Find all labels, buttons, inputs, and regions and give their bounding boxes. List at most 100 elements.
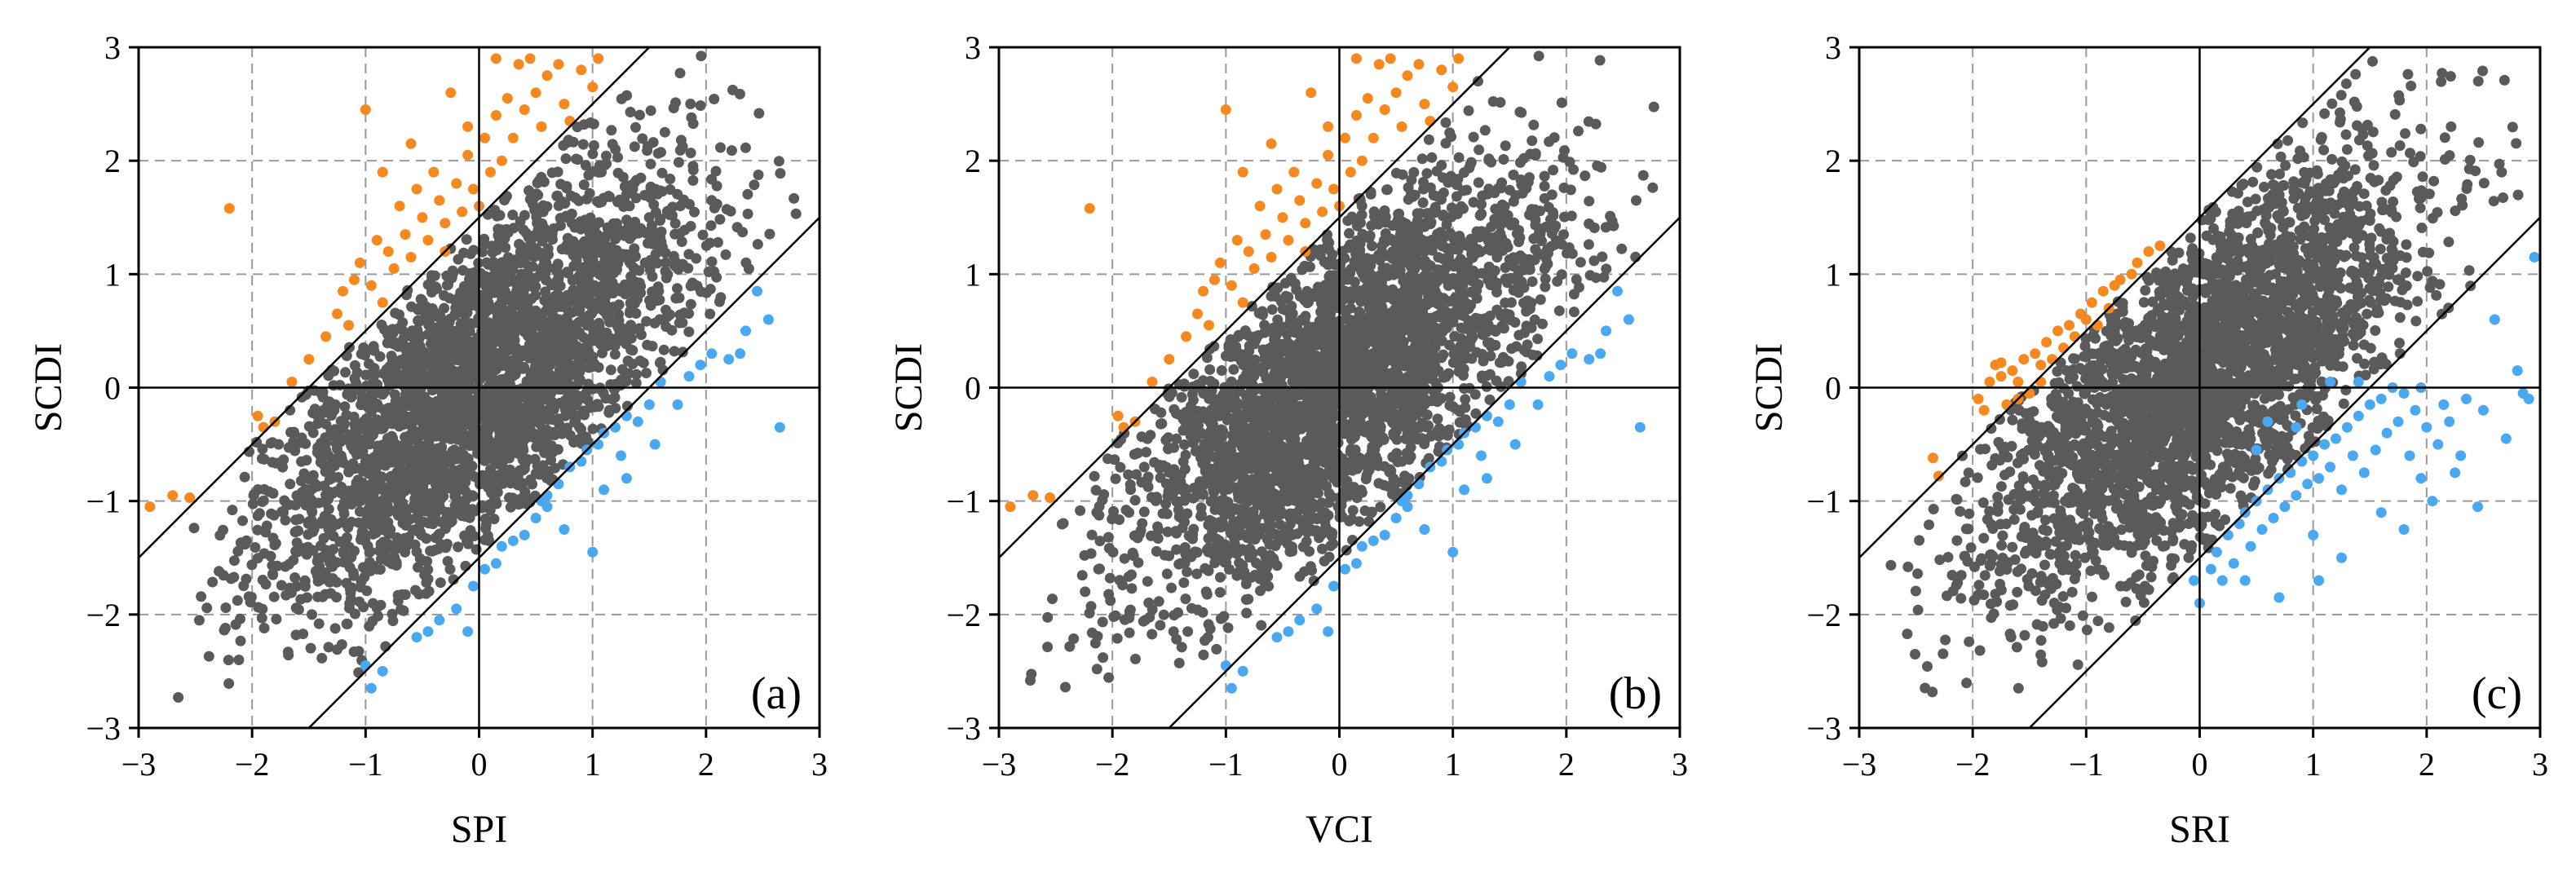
- data-point-gray: [364, 620, 375, 632]
- data-point-gray: [306, 514, 317, 526]
- data-point-gray: [1319, 555, 1330, 567]
- data-point-gray: [441, 396, 453, 408]
- data-point-gray: [715, 292, 727, 303]
- data-point-gray: [674, 68, 686, 79]
- data-point-gray: [303, 529, 314, 540]
- data-point-gray: [691, 253, 702, 264]
- data-point-gray: [1426, 152, 1438, 163]
- data-point-gray: [582, 271, 594, 282]
- data-point-gray: [617, 171, 629, 183]
- data-point-gray: [460, 347, 471, 359]
- data-point-gray: [645, 183, 656, 194]
- data-point-gray: [1125, 479, 1136, 490]
- data-point-gray: [627, 345, 638, 356]
- data-point-gray: [372, 399, 383, 410]
- data-point-gray: [790, 208, 802, 219]
- data-point-gray: [597, 280, 608, 292]
- data-point-gray: [547, 324, 559, 335]
- data-point-gray: [267, 532, 279, 544]
- data-point-orange: [428, 166, 440, 178]
- data-point-gray: [624, 201, 635, 212]
- data-point-gray: [1222, 622, 1234, 633]
- data-point-gray: [338, 502, 349, 514]
- data-point-gray: [734, 88, 745, 99]
- data-point-gray: [677, 346, 688, 358]
- data-point-gray: [568, 346, 578, 357]
- data-point-gray: [444, 563, 456, 575]
- data-point-gray: [696, 51, 707, 62]
- data-point-gray: [1136, 431, 1147, 443]
- data-point-gray: [439, 302, 450, 314]
- data-point-gray: [1129, 653, 1141, 664]
- data-point-gray: [673, 157, 684, 168]
- data-point-gray: [695, 100, 706, 111]
- data-point-gray: [413, 448, 425, 459]
- data-point-gray: [764, 228, 775, 240]
- data-point-orange: [405, 252, 417, 262]
- data-point-gray: [469, 421, 480, 432]
- data-point-orange: [468, 183, 479, 195]
- data-point-gray: [630, 174, 642, 186]
- data-point-gray: [468, 383, 479, 395]
- data-point-gray: [506, 399, 518, 411]
- data-point-gray: [317, 391, 329, 403]
- data-point-gray: [540, 405, 551, 417]
- data-point-gray: [641, 315, 652, 327]
- data-point-gray: [328, 544, 339, 555]
- data-point-gray: [422, 462, 433, 474]
- data-point-gray: [1474, 144, 1485, 156]
- data-point-orange: [223, 203, 235, 214]
- data-point-gray: [603, 404, 615, 416]
- data-point-gray: [685, 280, 696, 292]
- data-point-gray: [644, 295, 655, 306]
- data-point-gray: [709, 94, 720, 104]
- data-point-gray: [374, 351, 386, 362]
- data-point-blue: [377, 665, 388, 677]
- data-point-gray: [1553, 305, 1565, 316]
- data-point-gray: [1344, 227, 1354, 239]
- data-point-gray: [556, 244, 568, 255]
- data-point-gray: [386, 476, 397, 487]
- data-point-orange: [502, 93, 513, 104]
- data-point-gray: [507, 383, 519, 395]
- data-point-gray: [775, 168, 786, 179]
- data-point-gray: [524, 185, 534, 196]
- data-point-gray: [459, 361, 470, 373]
- data-point-orange: [451, 178, 462, 189]
- data-point-gray: [642, 339, 653, 351]
- data-point-gray: [458, 333, 470, 344]
- data-point-gray: [740, 142, 751, 153]
- data-point-blue: [553, 479, 564, 490]
- data-point-gray: [1025, 675, 1036, 686]
- data-point-orange: [530, 87, 541, 99]
- data-point-gray: [588, 322, 599, 333]
- data-point-gray: [267, 568, 278, 580]
- data-point-gray: [402, 434, 413, 445]
- data-point-gray: [280, 561, 291, 572]
- data-point-orange: [184, 492, 196, 503]
- data-point-gray: [477, 351, 488, 363]
- data-point-gray: [336, 481, 347, 492]
- data-point-gray: [398, 605, 409, 616]
- data-point-blue: [422, 626, 434, 637]
- data-point-gray: [399, 417, 410, 428]
- data-point-orange: [536, 121, 547, 132]
- x-tick-label: 2: [698, 746, 714, 783]
- data-point-orange: [144, 501, 156, 513]
- data-point-gray: [600, 150, 612, 161]
- data-point-gray: [500, 443, 511, 454]
- data-point-gray: [631, 368, 642, 380]
- data-point-gray: [630, 192, 642, 204]
- data-point-gray: [447, 351, 458, 362]
- data-point-gray: [296, 432, 307, 443]
- data-point-gray: [1539, 192, 1550, 204]
- data-point-gray: [444, 293, 455, 304]
- data-point-gray: [415, 389, 426, 400]
- data-point-gray: [405, 445, 417, 456]
- data-point-gray: [325, 473, 336, 484]
- data-point-gray: [1142, 576, 1153, 587]
- data-point-gray: [650, 249, 661, 260]
- data-point-gray: [1598, 271, 1610, 283]
- data-point-gray: [1543, 201, 1554, 213]
- data-point-gray: [422, 564, 434, 576]
